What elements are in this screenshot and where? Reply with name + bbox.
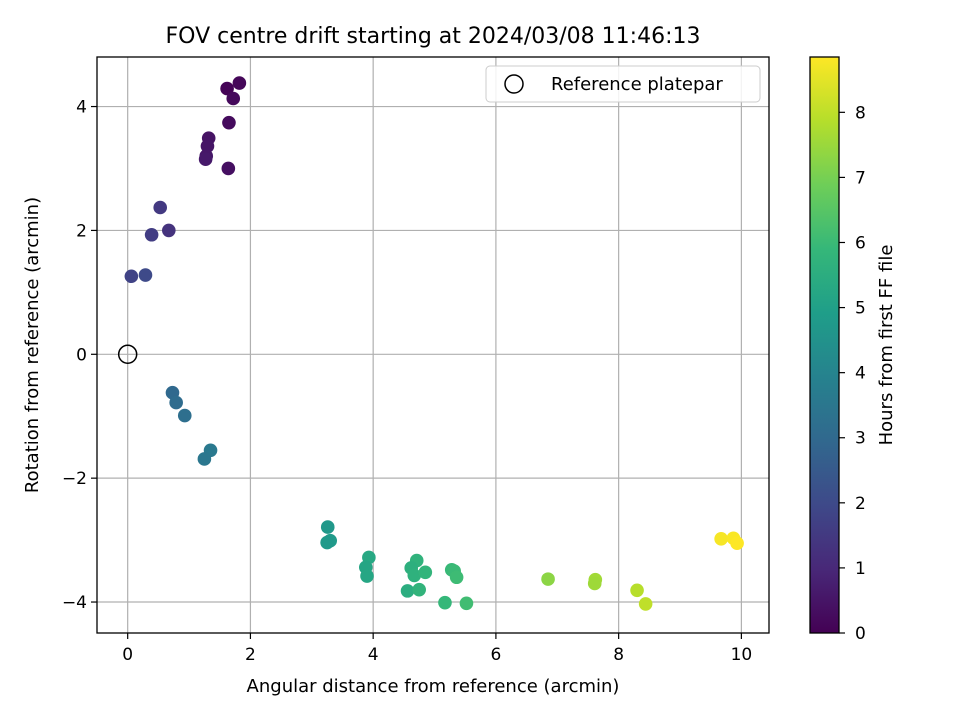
legend-box <box>485 65 761 103</box>
y-axis-label: Rotation from reference (arcmin) <box>22 197 43 493</box>
colorbar-tick-label: 2 <box>855 494 866 514</box>
x-tick-label: 10 <box>731 645 753 665</box>
x-tick-label: 0 <box>122 645 133 665</box>
x-axis-ticks: 0 2 4 6 8 10 <box>122 633 752 665</box>
data-point <box>124 269 139 284</box>
data-point <box>418 565 433 580</box>
colorbar-ticks: 0 1 2 3 4 5 6 7 8 <box>839 103 866 644</box>
data-points <box>124 76 744 611</box>
colorbar-tick-label: 5 <box>855 299 866 319</box>
colorbar-tick-label: 7 <box>855 168 866 188</box>
colorbar-tick-label: 8 <box>855 103 866 123</box>
legend-label: Reference platepar <box>551 74 723 95</box>
data-point <box>541 572 555 586</box>
colorbar-label: Hours from first FF file <box>876 245 897 446</box>
data-point <box>320 520 335 534</box>
data-point <box>714 532 728 546</box>
x-tick-label: 6 <box>490 645 501 665</box>
y-axis-ticks: 4 2 0 −2 −4 <box>62 98 97 613</box>
data-point <box>177 408 192 423</box>
x-tick-label: 2 <box>245 645 256 665</box>
y-tick-label: 2 <box>76 221 87 241</box>
colorbar-tick-label: 3 <box>855 429 866 449</box>
data-point <box>222 115 236 130</box>
y-tick-label: −4 <box>62 593 87 613</box>
data-point <box>587 576 602 591</box>
data-point <box>320 535 334 550</box>
data-point <box>412 582 426 597</box>
plot-frame <box>96 56 770 634</box>
colorbar-tick-label: 6 <box>855 233 866 253</box>
data-point <box>220 81 234 96</box>
data-point <box>449 570 464 585</box>
y-tick-label: −2 <box>62 469 87 489</box>
data-point <box>169 395 183 410</box>
data-point <box>730 536 744 550</box>
data-point <box>138 268 153 282</box>
y-tick-label: 0 <box>76 345 87 365</box>
data-point <box>360 569 374 583</box>
data-point <box>400 584 415 598</box>
x-tick-label: 4 <box>368 645 379 665</box>
colorbar-tick-label: 0 <box>855 624 866 644</box>
colorbar-tick-label: 1 <box>855 559 866 579</box>
data-point <box>221 161 236 176</box>
legend-reference-marker <box>504 74 524 94</box>
data-point <box>438 595 452 610</box>
y-tick-label: 4 <box>76 98 87 118</box>
data-point <box>459 596 474 611</box>
data-point <box>638 597 653 611</box>
data-point <box>630 583 644 598</box>
data-point <box>200 139 215 153</box>
reference-marker-layer <box>117 344 138 365</box>
colorbar-tick-label: 4 <box>855 364 866 384</box>
colorbar <box>809 56 840 634</box>
x-axis-label: Angular distance from reference (arcmin) <box>247 676 620 697</box>
data-point <box>407 568 422 583</box>
x-tick-label: 8 <box>613 645 624 665</box>
chart-title: FOV centre drift starting at 2024/03/08 … <box>166 24 701 49</box>
grid-lines <box>97 57 769 633</box>
reference-platepar-marker <box>117 344 138 365</box>
data-point <box>198 152 213 166</box>
data-point <box>144 227 159 242</box>
data-point <box>162 223 176 238</box>
data-point <box>153 200 168 215</box>
data-point <box>226 91 241 106</box>
data-point <box>232 76 247 90</box>
legend: Reference platepar <box>485 65 761 103</box>
data-point <box>197 452 212 466</box>
